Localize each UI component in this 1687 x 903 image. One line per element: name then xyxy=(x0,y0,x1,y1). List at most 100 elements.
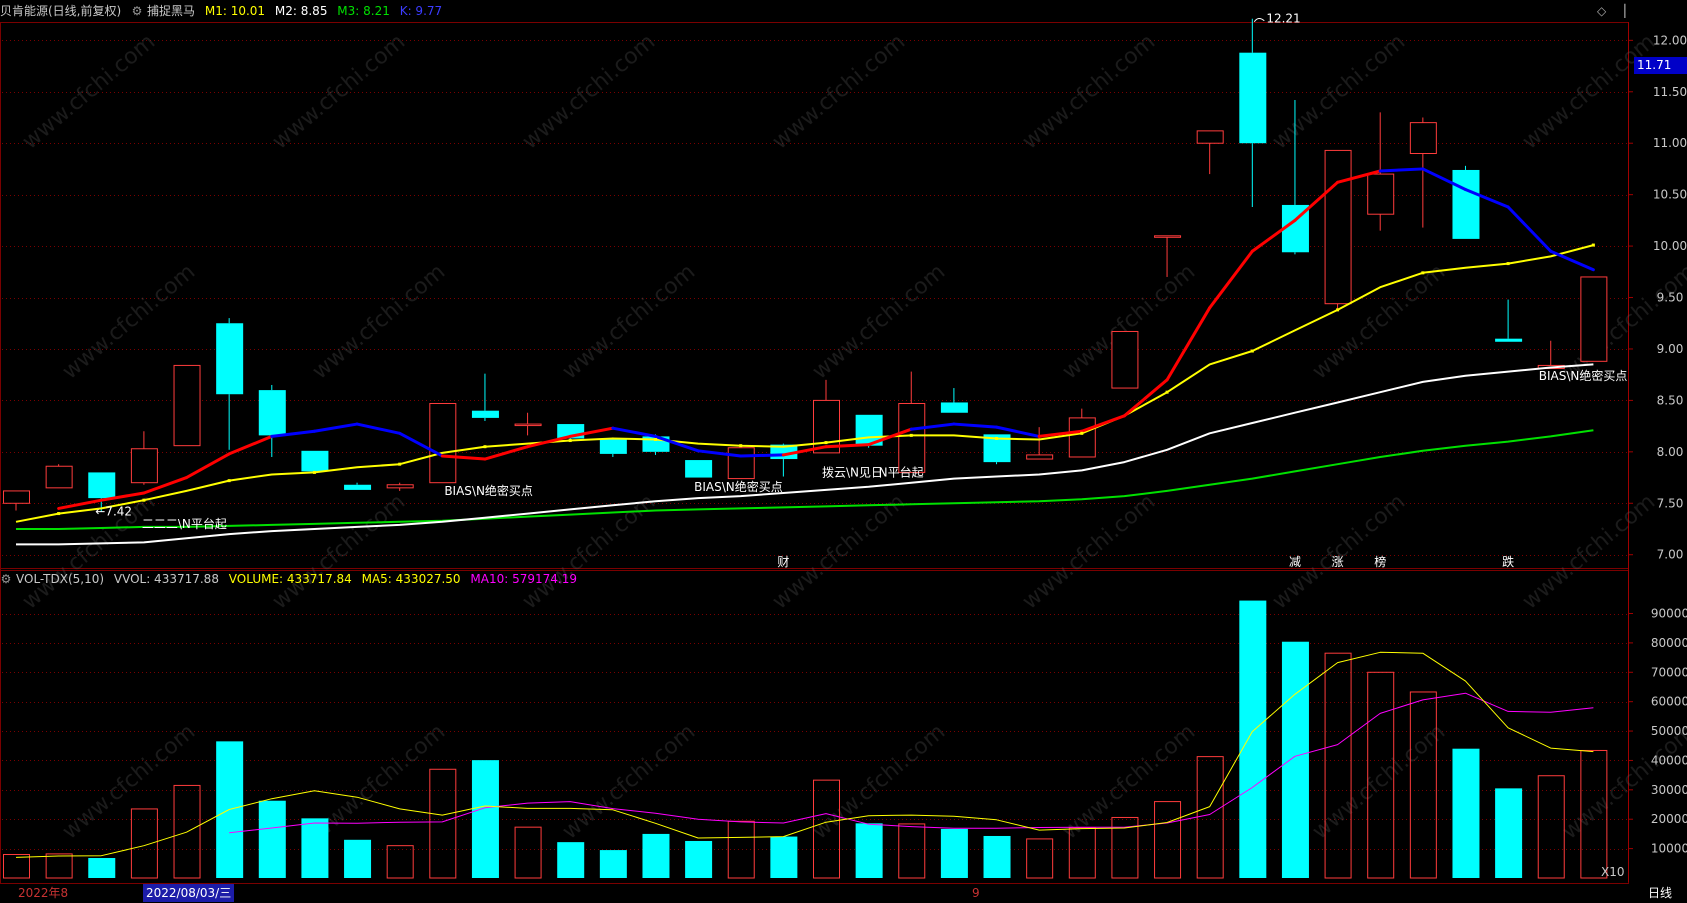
volume-bar-down xyxy=(557,842,585,878)
scroll-icon[interactable]: ▕ xyxy=(1616,4,1626,18)
candle xyxy=(471,373,499,421)
period-label[interactable]: 日线 xyxy=(1648,886,1673,900)
candle-body-up xyxy=(727,447,755,480)
candle xyxy=(258,384,286,457)
m1-dot xyxy=(1336,308,1340,312)
gear-icon[interactable]: ⚙ xyxy=(0,572,12,586)
m3-value: M3: 8.21 xyxy=(337,4,390,18)
candle xyxy=(1452,165,1480,239)
m1-dot xyxy=(909,433,913,437)
volume-bar-up xyxy=(1409,691,1437,879)
m1-dot xyxy=(739,444,743,448)
annotation-bias-1: BIAS\N绝密买点 xyxy=(444,483,533,498)
candle xyxy=(45,464,73,489)
volume-bar-up xyxy=(1068,827,1096,879)
candle xyxy=(216,318,244,450)
candle-body-up xyxy=(1580,276,1608,362)
k-line-segment xyxy=(867,427,913,447)
volume-bar-up xyxy=(130,808,158,879)
annotation-platform-2: N平台起 xyxy=(879,465,924,480)
price-axis-label: 9.00 xyxy=(1657,342,1684,356)
candle-body-down xyxy=(940,402,968,413)
m1-dot xyxy=(312,470,316,474)
k-line-segment xyxy=(483,445,530,461)
m1-dot xyxy=(653,437,657,441)
watermark-text: www.cfchi.com xyxy=(268,489,410,614)
k-line-segment xyxy=(398,431,444,458)
gear-icon[interactable]: ⚙ xyxy=(131,4,143,18)
annotation-bias-2: BIAS\N绝密买点 xyxy=(694,479,783,494)
volume-bar-down xyxy=(940,828,968,878)
m1-dot xyxy=(1506,262,1510,266)
volume-bar-up xyxy=(1026,838,1054,879)
vol-indicator-name[interactable]: VOL-TDX(5,10) xyxy=(16,572,105,586)
k-value: K: 9.77 xyxy=(399,4,443,18)
k-line-segment xyxy=(739,453,785,458)
candle xyxy=(1367,112,1395,231)
volume-bar-up xyxy=(1580,749,1608,879)
volume-bar-up xyxy=(173,784,201,879)
candle-body-down xyxy=(599,439,627,454)
k-line-segment xyxy=(952,422,999,429)
candle-body-down xyxy=(1239,52,1267,144)
k-line-segment xyxy=(995,425,1041,438)
candle xyxy=(1324,149,1352,309)
price-axis-label: 8.50 xyxy=(1657,393,1684,407)
candle xyxy=(855,414,883,448)
candle-body-up xyxy=(386,484,414,489)
candle xyxy=(1196,130,1224,175)
volume-axis-label: 50000 xyxy=(1651,724,1687,738)
k-line-segment xyxy=(57,498,103,510)
m1-dot xyxy=(227,479,231,483)
k-line-segment xyxy=(1421,167,1467,192)
ma10-value: MA10: 579174.19 xyxy=(470,572,577,586)
high-price-label: 12.21 xyxy=(1266,12,1300,26)
low-price-label: ←7.42 xyxy=(95,505,132,519)
volume-axis-label: 20000 xyxy=(1651,812,1687,826)
watermark-text: www.cfchi.com xyxy=(308,259,450,384)
volume-bar-down xyxy=(1452,748,1480,878)
volume-bar-down xyxy=(1239,600,1267,878)
event-marker: 涨 xyxy=(1332,554,1344,569)
volume-bar-up xyxy=(1111,816,1139,879)
footer-cursor-date[interactable]: 2022/08/03/三 xyxy=(143,884,235,902)
k-line-segment xyxy=(355,422,402,435)
candle xyxy=(1409,117,1437,228)
k-line-segment xyxy=(696,449,743,458)
volume-axis-label: 30000 xyxy=(1651,783,1687,797)
watermark-text: www.cfchi.com xyxy=(1518,29,1660,154)
candle-body-down xyxy=(258,390,286,436)
watermark-text: www.cfchi.com xyxy=(18,489,160,614)
indicator-name[interactable]: 捕捉黑马 xyxy=(147,4,196,18)
price-axis-label: 7.00 xyxy=(1657,548,1684,562)
watermark-text: www.cfchi.com xyxy=(1518,489,1660,614)
footer-month-mark: 9 xyxy=(972,886,980,900)
event-marker: 财 xyxy=(777,555,789,569)
annotation-platform-1: 二二二\N平台起 xyxy=(142,516,227,531)
volume-axis-label: 80000 xyxy=(1651,636,1687,650)
volume-bar-down xyxy=(301,818,329,878)
k-line-segment xyxy=(1463,188,1510,209)
diamond-icon[interactable]: ◇ xyxy=(1597,4,1607,18)
ma10-line xyxy=(229,692,1594,834)
candle-body-up xyxy=(1367,173,1395,215)
k-line-segment xyxy=(1506,205,1553,253)
k-line-segment xyxy=(270,429,316,438)
candle xyxy=(599,437,627,457)
k-line-segment xyxy=(1250,218,1297,253)
candle-body-up xyxy=(130,448,158,484)
m1-dot xyxy=(1250,349,1254,353)
candle xyxy=(3,490,30,511)
stock-title[interactable]: 贝肯能源(日线,前复权) xyxy=(0,4,122,18)
k-line-segment xyxy=(824,443,871,449)
watermark-text: www.cfchi.com xyxy=(1308,719,1450,844)
candle-body-up xyxy=(514,423,542,427)
watermark-text: www.cfchi.com xyxy=(308,719,450,844)
volume-bar-up xyxy=(429,768,457,879)
k-line-segment xyxy=(611,426,657,438)
candle xyxy=(727,447,755,480)
current-price-tag: 11.71 xyxy=(1634,57,1687,74)
volume-bar-up xyxy=(813,779,840,879)
candle-body-up xyxy=(1026,454,1054,460)
